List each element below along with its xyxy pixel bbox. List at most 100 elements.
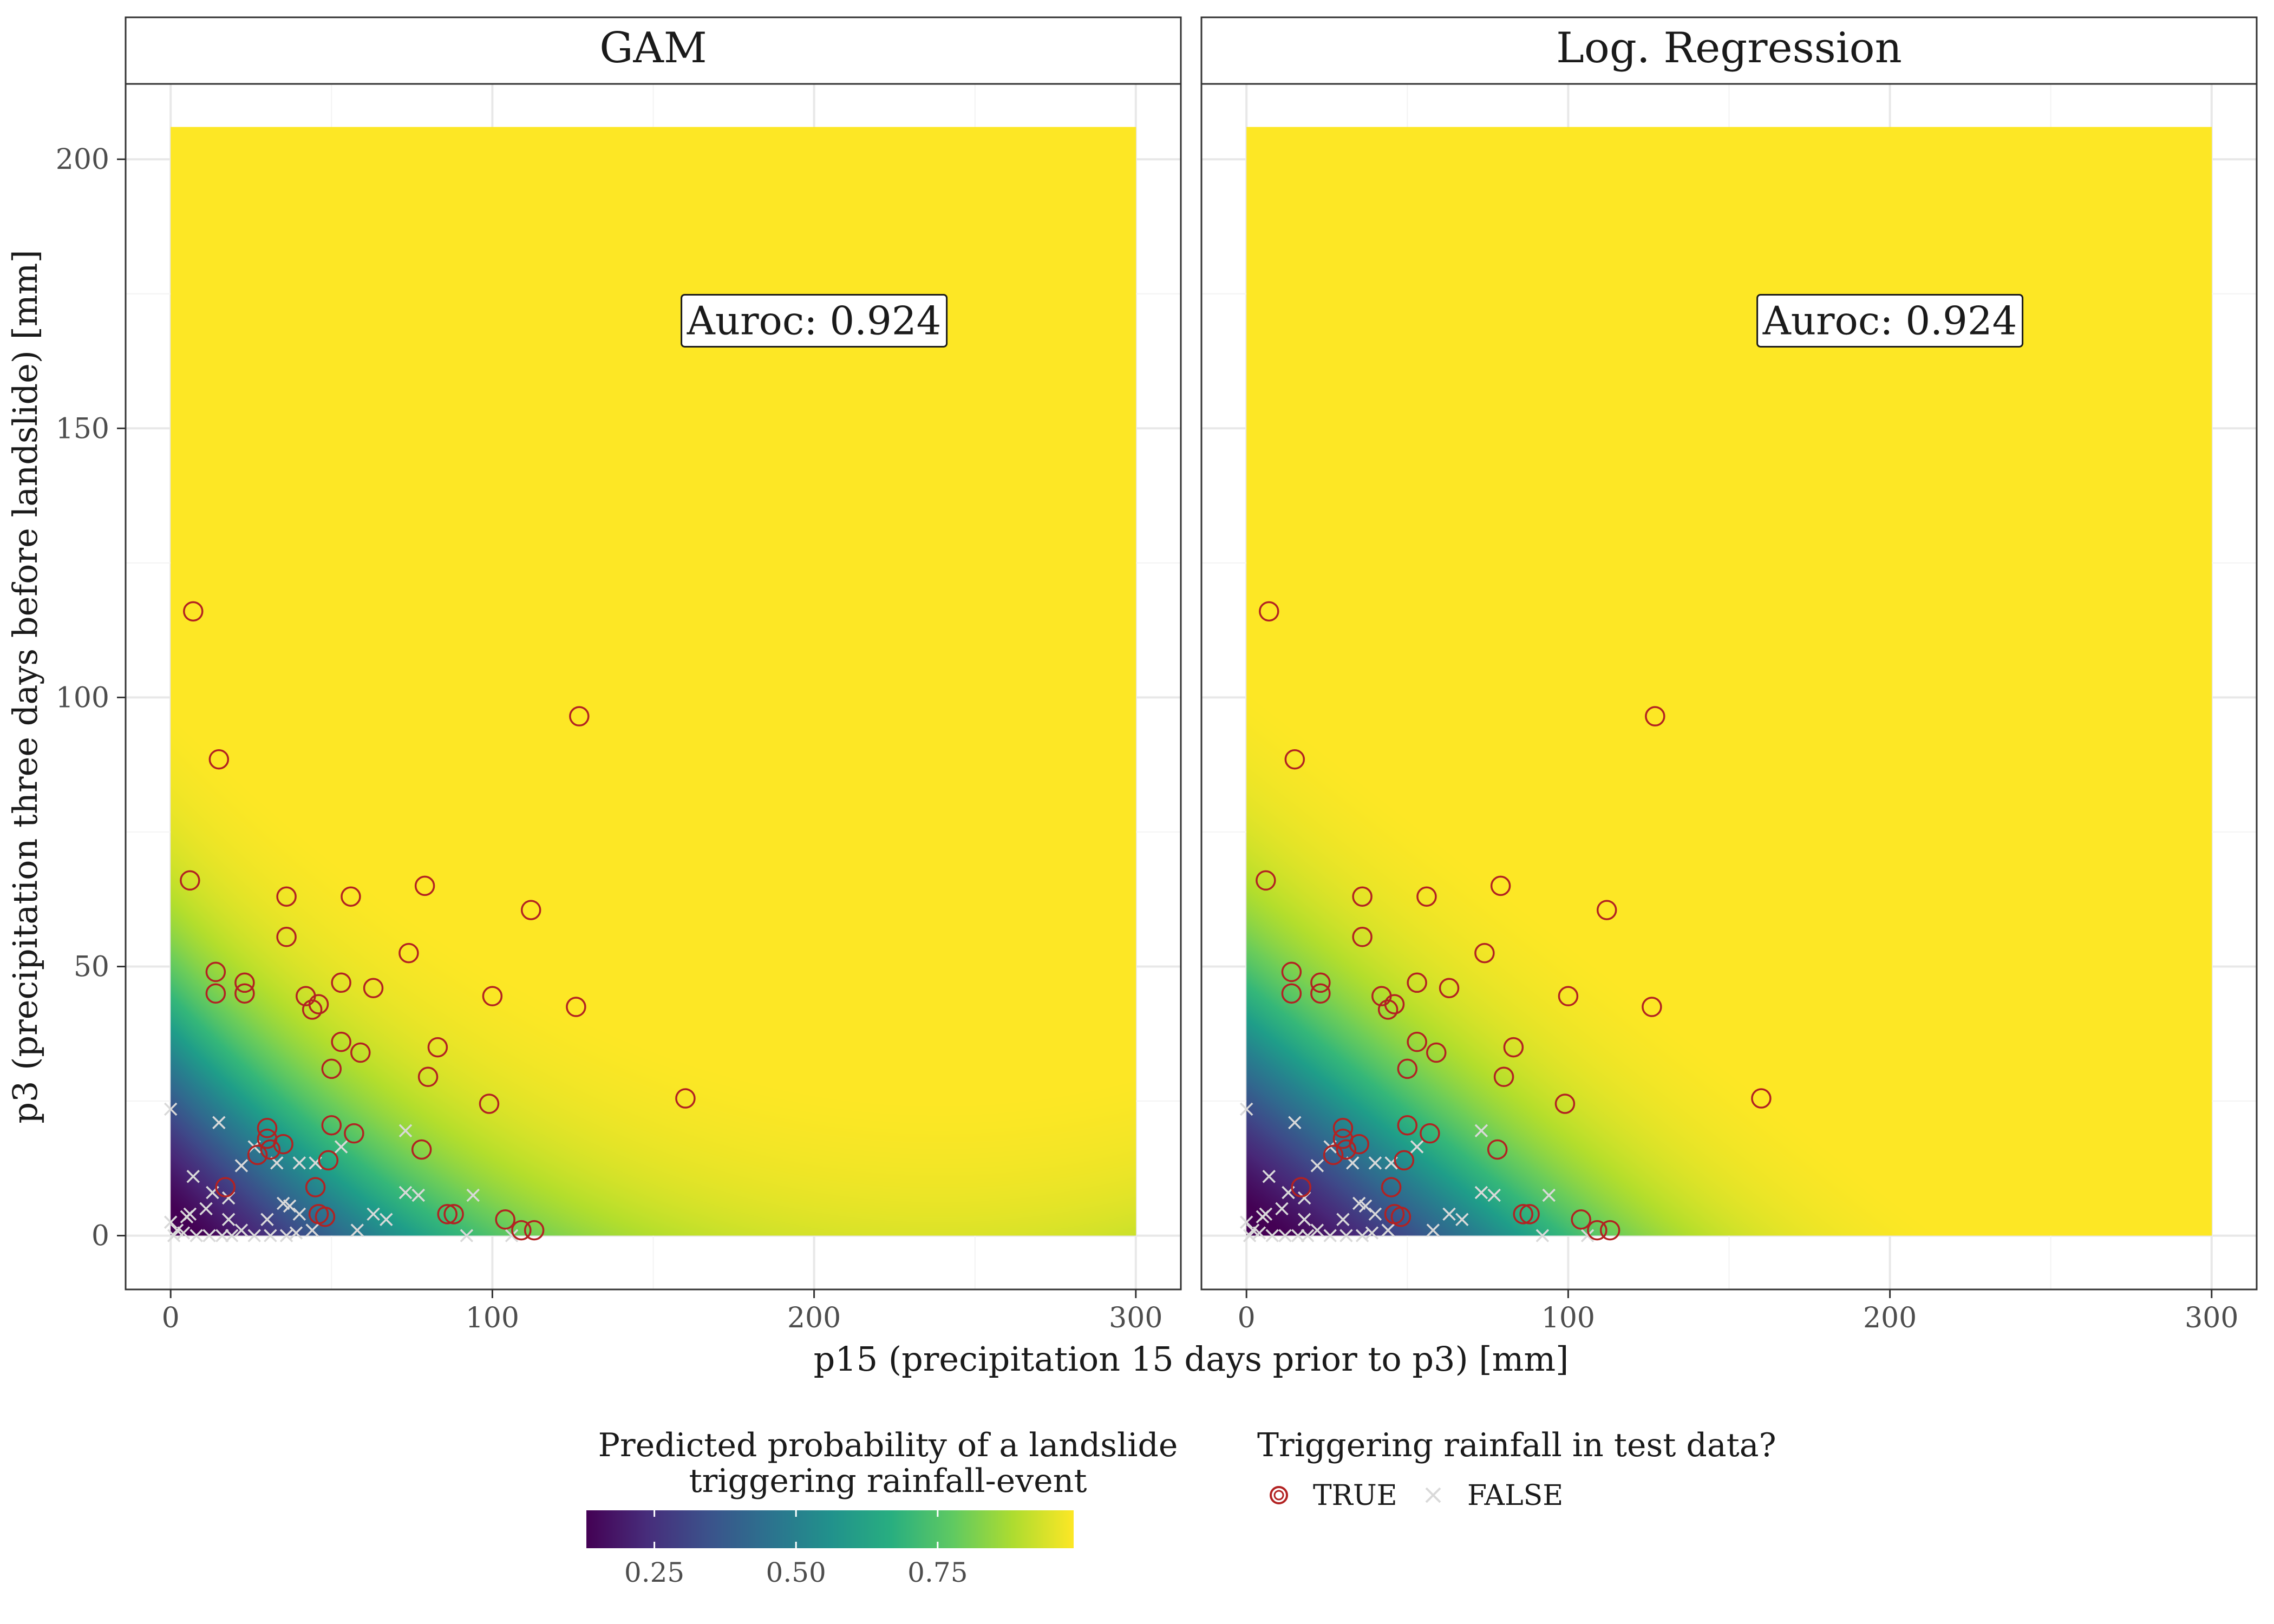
probability-heatmap: [171, 127, 1136, 1236]
auroc-label-text: Auroc: 0.924: [1762, 298, 2017, 343]
true-point: [1493, 1066, 1514, 1088]
true-point: [208, 749, 230, 770]
true-point: [363, 978, 384, 998]
true-point: [443, 1204, 464, 1224]
true-point: [1310, 983, 1331, 1004]
true-point: [1381, 1177, 1402, 1197]
false-point: [292, 1156, 306, 1170]
auroc-label-box: [1756, 293, 2024, 348]
false-point: [234, 1159, 249, 1173]
true-point: [569, 706, 590, 726]
false-point: [505, 1229, 519, 1242]
true-point: [247, 1144, 268, 1165]
true-point: [273, 1134, 293, 1155]
false-point: [247, 1229, 261, 1242]
true-point: [1349, 1134, 1369, 1155]
colorbar-title-line1: Predicted probability of a landslide: [598, 1426, 1178, 1464]
true-point: [1281, 961, 1302, 983]
true-point: [1259, 601, 1279, 622]
true-point: [1420, 1123, 1440, 1144]
true-point: [1281, 983, 1302, 1004]
true-point: [308, 994, 329, 1014]
true-point: [427, 1037, 448, 1058]
legend-true-label: TRUE: [1313, 1479, 1397, 1512]
false-point: [1535, 1229, 1550, 1242]
true-point: [1642, 997, 1662, 1017]
facet-title: Log. Regression: [1556, 24, 1902, 73]
points-legend: Triggering rainfall in test data? TRUE FAL…: [1257, 1426, 1776, 1512]
false-point: [1368, 1156, 1382, 1170]
true-point: [495, 1209, 515, 1230]
y-tick-label: 100: [56, 682, 109, 714]
true-points: [1256, 601, 1772, 1241]
true-point: [1571, 1209, 1591, 1230]
false-point: [460, 1229, 474, 1242]
false-point: [1301, 1229, 1315, 1242]
auroc-label: Auroc: 0.924: [681, 293, 948, 348]
false-point: [234, 1223, 249, 1237]
true-point: [341, 886, 361, 907]
true-point: [1377, 999, 1399, 1020]
false-point: [1426, 1223, 1440, 1237]
x-tick-label: 100: [1541, 1302, 1595, 1334]
true-point: [1390, 1207, 1412, 1227]
false-point: [215, 1229, 229, 1242]
false-point: [1252, 1226, 1266, 1240]
x-tick-label: 300: [2185, 1302, 2238, 1334]
false-point: [202, 1229, 216, 1242]
true-point: [1474, 942, 1495, 964]
true-point: [331, 1031, 351, 1052]
false-point: [264, 1229, 277, 1242]
true-point: [1291, 1177, 1311, 1197]
false-points: [164, 1102, 519, 1242]
false-point: [334, 1140, 348, 1154]
colorbar-tick-label: 0.75: [907, 1557, 968, 1588]
true-point: [1336, 1139, 1357, 1160]
true-point: [1426, 1042, 1447, 1063]
facet-panel-gam: GAM Auroc: 0.924 0 100 200 300 0 50 100 150 200: [56, 16, 1182, 1334]
true-point: [180, 870, 200, 891]
false-point: [1310, 1159, 1324, 1173]
false-point: [1291, 1229, 1305, 1242]
true-point: [276, 886, 297, 907]
false-point: [283, 1199, 297, 1213]
x-axis-title: p15 (precipitation 15 days prior to p3) …: [814, 1339, 1569, 1379]
false-point: [1474, 1124, 1488, 1137]
false-point: [1368, 1207, 1382, 1221]
true-point: [1558, 986, 1579, 1006]
facet-strip: [125, 16, 1182, 85]
true-point: [1310, 972, 1331, 993]
y-axis-ticks: 0 50 100 150 200: [56, 143, 126, 1253]
x-tick-label: 300: [1109, 1302, 1162, 1334]
false-point: [398, 1124, 413, 1137]
false-point: [1239, 1102, 1253, 1116]
false-point: [1455, 1213, 1469, 1226]
false-point: [1580, 1229, 1595, 1242]
false-point: [1365, 1226, 1379, 1240]
false-point: [1336, 1213, 1350, 1226]
false-point: [466, 1188, 480, 1202]
true-point: [414, 875, 435, 896]
facet-title: GAM: [599, 24, 707, 73]
true-point: [1513, 1204, 1533, 1224]
false-point: [1239, 1215, 1253, 1229]
y-tick-label: 200: [56, 143, 109, 176]
false-point: [367, 1207, 380, 1221]
false-point: [1542, 1188, 1556, 1202]
false-point: [212, 1116, 226, 1130]
x-tick-label: 100: [466, 1302, 519, 1334]
true-point: [331, 972, 351, 993]
y-tick-label: 0: [92, 1220, 109, 1253]
false-point: [186, 1169, 200, 1183]
true-point: [1490, 875, 1511, 896]
true-point: [1397, 1115, 1418, 1136]
false-point: [279, 1229, 293, 1242]
legend-false-label: FALSE: [1467, 1479, 1563, 1512]
true-point: [205, 961, 226, 983]
false-point: [1442, 1207, 1456, 1221]
colorbar-tick-label: 0.50: [766, 1557, 826, 1588]
false-point: [1262, 1169, 1276, 1183]
true-point: [1352, 886, 1373, 907]
colorbar: [586, 1510, 1074, 1548]
